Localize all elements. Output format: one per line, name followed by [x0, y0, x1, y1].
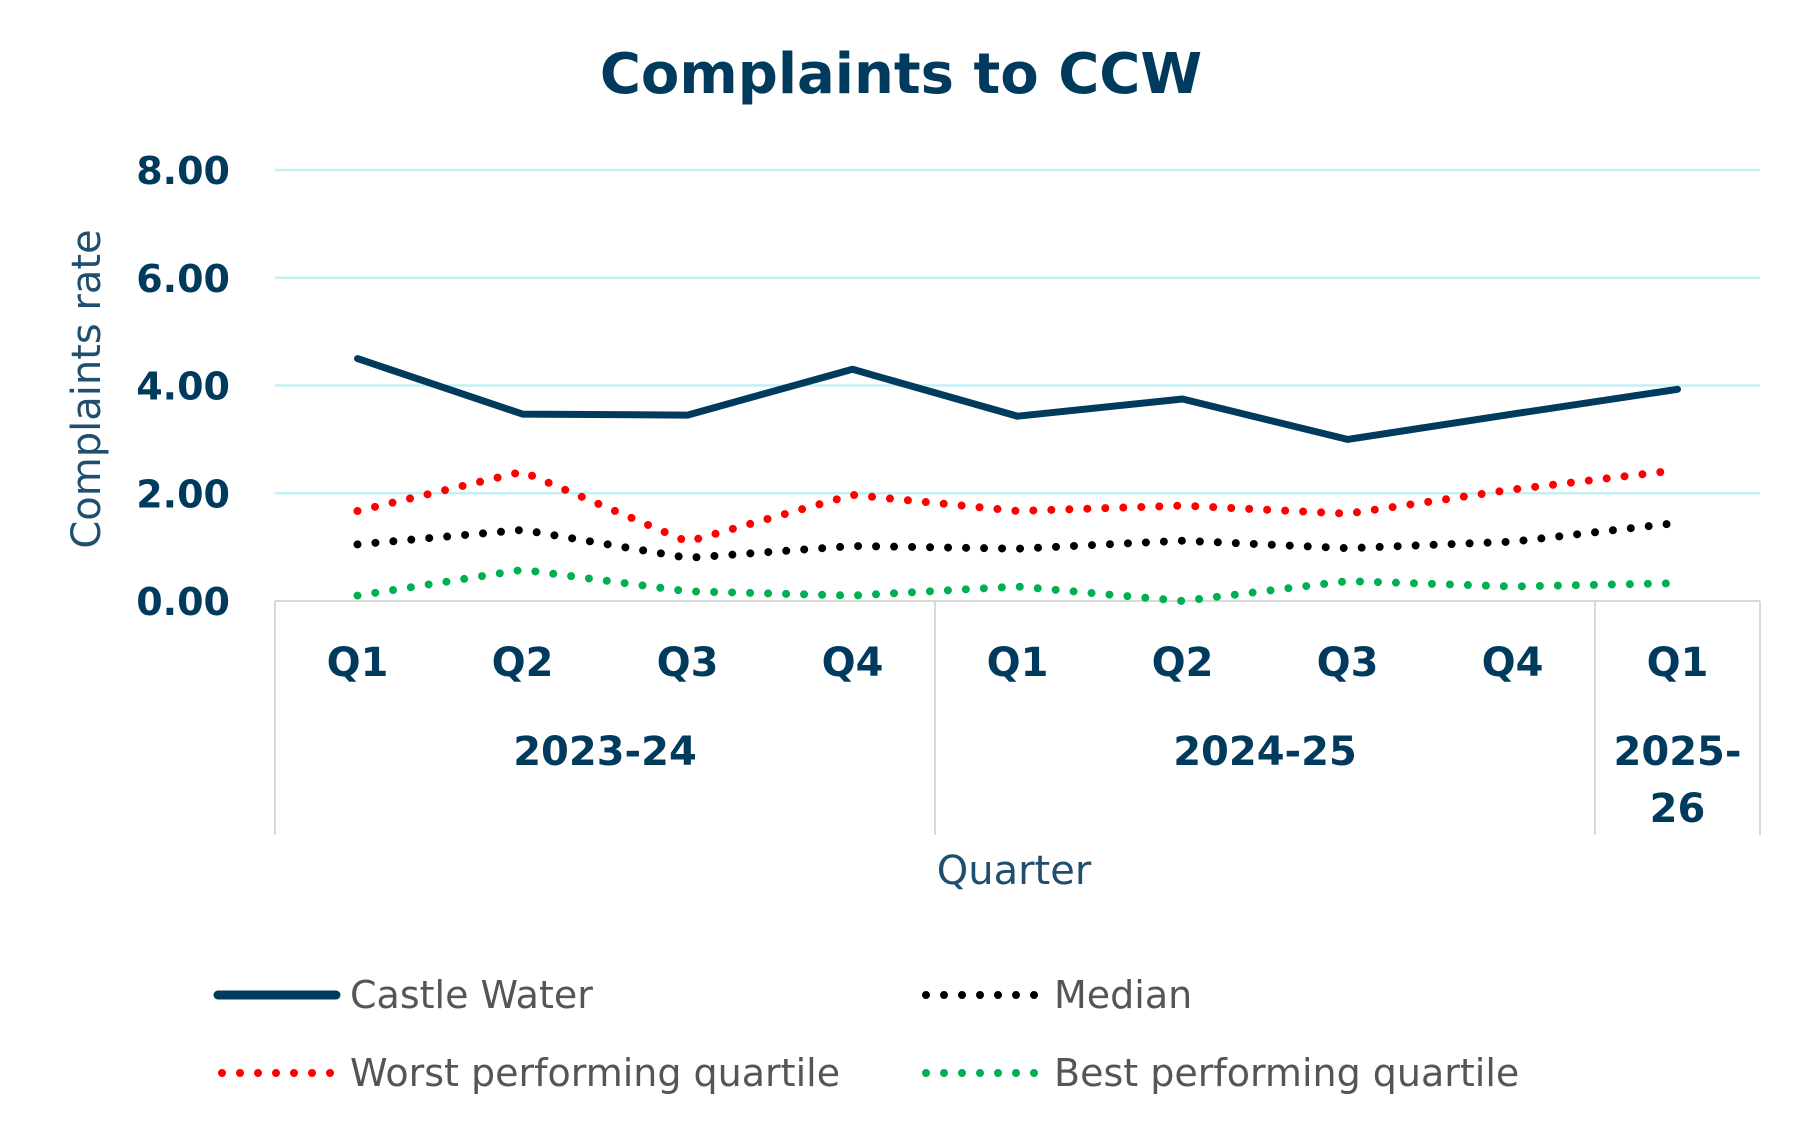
y-tick-label: 8.00: [136, 149, 230, 193]
series-lines: [353, 355, 1682, 605]
y-tick-label: 0.00: [136, 580, 230, 624]
x-tick-label: Q2: [1152, 640, 1214, 686]
chart-title: Complaints to CCW: [600, 42, 1202, 107]
series-worst-performing-quartile: [353, 466, 1682, 546]
series-castle-water: [354, 355, 1681, 443]
legend-label: Castle Water: [350, 973, 593, 1017]
y-axis-label: Complaints rate: [64, 229, 110, 548]
x-axis-groups: 2023-24 2024-25 2025-26: [513, 729, 1741, 832]
y-tick-label: 4.00: [136, 365, 230, 409]
legend-label: Best performing quartile: [1054, 1051, 1519, 1095]
group-label: 2025-26: [1614, 729, 1742, 832]
gridlines: [275, 168, 1760, 495]
x-tick-label: Q4: [822, 640, 884, 686]
y-tick-label: 6.00: [136, 257, 230, 301]
x-tick-label: Q1: [327, 640, 389, 686]
x-tick-label: Q1: [987, 640, 1049, 686]
group-label: 2023-24: [513, 729, 697, 775]
x-tick-label: Q1: [1647, 640, 1709, 686]
x-tick-label: Q4: [1482, 640, 1544, 686]
x-axis-label: Quarter: [937, 848, 1092, 894]
series-median: [353, 518, 1682, 562]
x-tick-label: Q2: [492, 640, 554, 686]
legend: Castle Water Median Worst performing quart…: [213, 973, 1519, 1095]
legend-label: Worst performing quartile: [350, 1051, 840, 1095]
y-tick-label: 2.00: [136, 472, 230, 516]
x-axis-ticks: Q1 Q2 Q3 Q4 Q1 Q2 Q3 Q4 Q1: [327, 640, 1709, 686]
x-tick-label: Q3: [1317, 640, 1379, 686]
series-best-performing-quartile: [353, 565, 1682, 605]
legend-label: Median: [1054, 973, 1192, 1017]
y-axis-ticks: 0.00 2.00 4.00 6.00 8.00: [136, 149, 230, 624]
axes: [274, 600, 1761, 835]
group-label: 2024-25: [1173, 729, 1357, 775]
x-tick-label: Q3: [657, 640, 719, 686]
